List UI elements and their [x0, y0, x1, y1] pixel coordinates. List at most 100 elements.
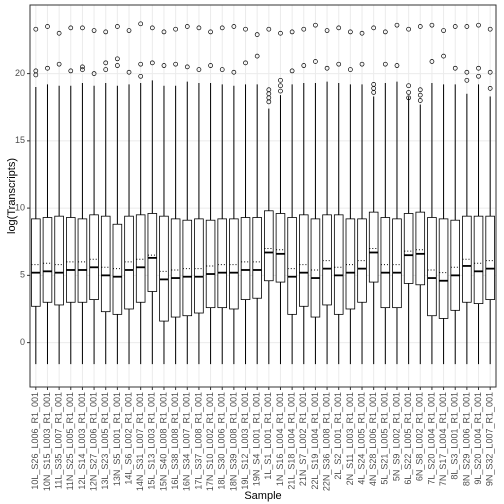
box [450, 219, 460, 311]
box [310, 218, 321, 318]
box [427, 217, 437, 317]
x-tick-label: 15L_S13_L003_R1_001 [147, 392, 157, 490]
box [54, 215, 64, 306]
outlier [161, 63, 167, 68]
x-tick-label: 19N_S4_L001_R1_001 [252, 392, 262, 486]
box [462, 215, 472, 303]
box [345, 218, 356, 310]
x-tick-label: 4L_S24_L005_R1_001 [356, 392, 366, 485]
outlier [417, 92, 423, 98]
x-tick-label: 19L_S12_L003_R1_001 [240, 392, 250, 490]
box [31, 218, 41, 307]
box [438, 218, 449, 319]
box [415, 211, 426, 286]
x-tick-label: 22N_S36_L008_R1_001 [321, 392, 331, 491]
box [473, 215, 484, 305]
x-tick-label: 21N_S7_L002_R1_001 [298, 392, 308, 486]
x-tick-label: 2L_S2_L001_R1_001 [333, 392, 343, 480]
outlier [406, 83, 411, 89]
outlier [243, 60, 248, 66]
box [89, 214, 99, 300]
outlier [56, 61, 62, 67]
y-axis-title: log(Transcripts) [6, 158, 18, 234]
outlier [382, 29, 388, 35]
outlier [80, 64, 85, 70]
box [77, 218, 88, 303]
outlier [254, 53, 260, 59]
x-tick-label: 1L_S1_L001_R1_001 [263, 392, 273, 480]
outlier [243, 26, 248, 32]
x-tick-label: 10N_S15_L003_R1_001 [42, 392, 52, 491]
outlier [406, 95, 411, 101]
outlier [68, 25, 74, 31]
box [147, 213, 158, 292]
box [205, 219, 216, 309]
outlier [196, 25, 202, 31]
outlier [196, 67, 202, 72]
box [66, 217, 76, 303]
x-tick-label: 4N_S28_L006_R1_001 [368, 392, 378, 486]
outlier [45, 65, 50, 71]
outlier [417, 87, 423, 93]
x-tick-label: 11N_S25_L005_R1_001 [65, 392, 75, 490]
outlier [324, 65, 330, 71]
x-tick-label: 5N_S9_L002_R1_001 [391, 392, 401, 481]
outlier [115, 24, 120, 29]
outlier [231, 69, 237, 75]
x-tick-label: 13L_S23_L005_R1_001 [100, 392, 110, 490]
x-tick-label: 17N_S10_L002_R1_001 [205, 392, 215, 491]
outlier [406, 26, 411, 32]
outlier [45, 24, 50, 29]
x-tick-label: 15N_S40_L008_R1_001 [158, 392, 168, 491]
outlier [429, 59, 435, 64]
outlier [464, 77, 470, 83]
outlier [278, 83, 283, 89]
outlier [91, 28, 97, 33]
x-tick-label: 6L_S22_L005_R1_001 [403, 392, 413, 485]
outlier [208, 63, 213, 68]
outlier [149, 60, 155, 66]
x-tick-label: 14N_S31_L007_R1_001 [135, 392, 145, 491]
x-tick-label: 1N_S16_L004_R1_001 [275, 392, 285, 486]
outlier [91, 71, 97, 76]
outlier [487, 86, 493, 91]
box [170, 218, 181, 318]
outlier [348, 29, 353, 35]
outlier [301, 26, 307, 32]
box [357, 218, 367, 303]
outlier [452, 65, 458, 71]
outlier [184, 24, 190, 29]
outlier [138, 73, 144, 79]
box [275, 213, 286, 283]
outlier [476, 65, 481, 71]
box [392, 218, 402, 309]
outlier [406, 90, 411, 95]
box [368, 211, 379, 283]
outlier [254, 32, 260, 37]
plot-panel [30, 5, 496, 387]
outlier [289, 68, 295, 74]
x-tick-label: 8N_S29_L006_R1_001 [461, 392, 471, 486]
box [299, 214, 309, 307]
outlier [441, 28, 446, 33]
outlier [219, 25, 225, 31]
x-tick-label: 7N_S17_L004_R1_001 [438, 392, 448, 486]
box [135, 214, 146, 303]
y-tick-label: 5 [20, 270, 25, 280]
outlier [289, 29, 295, 35]
box [217, 218, 227, 309]
outlier [103, 67, 109, 72]
x-tick-label: 14L_S6_L002_R1_001 [123, 392, 133, 485]
outlier [219, 67, 225, 72]
box [264, 210, 274, 282]
box [287, 217, 297, 315]
outlier [115, 63, 120, 68]
box [124, 215, 134, 310]
x-tick-label: 13N_S5_L001_R1_001 [112, 392, 122, 486]
outlier [301, 63, 307, 68]
box [182, 219, 193, 317]
outlier [359, 61, 365, 67]
outlier [80, 25, 85, 31]
box [322, 214, 332, 306]
x-tick-label: 12L_S14_L003_R1_001 [77, 392, 87, 490]
